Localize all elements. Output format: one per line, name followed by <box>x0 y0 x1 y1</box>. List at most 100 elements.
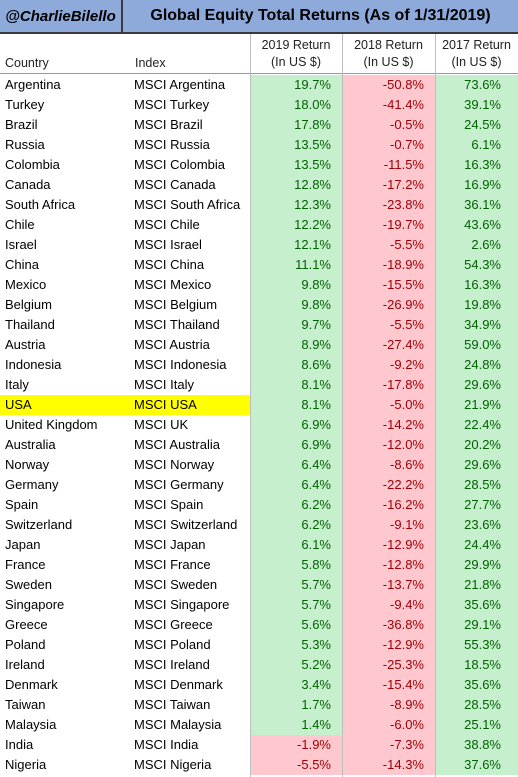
table-row: Poland MSCI Poland 5.3% -12.9% 55.3% <box>0 635 518 655</box>
return-2017-cell: 20.2% <box>435 435 518 455</box>
return-2018-cell: -26.9% <box>342 295 435 315</box>
return-2019-cell: 5.2% <box>250 655 342 675</box>
return-2017-cell: 36.1% <box>435 195 518 215</box>
return-2017-cell: 43.6% <box>435 215 518 235</box>
return-2018-cell: -5.5% <box>342 315 435 335</box>
return-2018-cell: -19.7% <box>342 215 435 235</box>
table-row: Russia MSCI Russia 13.5% -0.7% 6.1% <box>0 135 518 155</box>
table-row: China MSCI China 11.1% -18.9% 54.3% <box>0 255 518 275</box>
return-2018-cell: -12.8% <box>342 555 435 575</box>
return-2018-cell: -9.4% <box>342 595 435 615</box>
index-cell: MSCI Italy <box>134 377 194 392</box>
country-cell: Indonesia <box>5 357 62 372</box>
return-2018-cell: -25.3% <box>342 655 435 675</box>
table-row: Italy MSCI Italy 8.1% -17.8% 29.6% <box>0 375 518 395</box>
table-row: Austria MSCI Austria 8.9% -27.4% 59.0% <box>0 335 518 355</box>
return-2017-cell: 21.8% <box>435 575 518 595</box>
country-cell: Taiwan <box>5 697 46 712</box>
return-2018-cell: -12.9% <box>342 635 435 655</box>
return-2018-cell: -18.9% <box>342 255 435 275</box>
column-header-2019-line1: 2019 Return <box>261 38 331 52</box>
index-cell: MSCI Argentina <box>134 77 226 92</box>
country-cell: Norway <box>5 457 50 472</box>
country-cell: South Africa <box>5 197 76 212</box>
return-2017-cell: 22.4% <box>435 415 518 435</box>
country-cell: Australia <box>5 437 56 452</box>
return-2019-cell: 5.3% <box>250 635 342 655</box>
country-cell: Ireland <box>5 657 45 672</box>
return-2019-cell: 17.8% <box>250 115 342 135</box>
return-2017-cell: 21.9% <box>435 395 518 415</box>
table-row: Singapore MSCI Singapore 5.7% -9.4% 35.6% <box>0 595 518 615</box>
return-2018-cell: -15.5% <box>342 275 435 295</box>
table-row: Australia MSCI Australia 6.9% -12.0% 20.2% <box>0 435 518 455</box>
index-cell: MSCI Mexico <box>134 277 212 292</box>
country-cell: Colombia <box>5 157 60 172</box>
index-cell: MSCI Greece <box>134 617 213 632</box>
index-cell: MSCI Brazil <box>134 117 203 132</box>
country-cell: Denmark <box>5 677 58 692</box>
index-cell: MSCI South Africa <box>134 197 241 212</box>
return-2019-cell: -5.5% <box>250 755 342 775</box>
return-2017-cell: 25.1% <box>435 715 518 735</box>
country-cell: Greece <box>5 617 48 632</box>
column-header-country-label: Country <box>5 56 49 70</box>
table-row: Argentina MSCI Argentina 19.7% -50.8% 73.6% <box>0 75 518 95</box>
index-cell: MSCI Ireland <box>134 657 210 672</box>
column-header-2018-line1: 2018 Return <box>354 38 423 52</box>
index-cell: MSCI Turkey <box>134 97 210 112</box>
index-cell: MSCI Spain <box>134 497 204 512</box>
return-2018-cell: -0.5% <box>342 115 435 135</box>
return-2017-cell: 16.9% <box>435 175 518 195</box>
country-cell: Poland <box>5 637 46 652</box>
index-cell: MSCI Indonesia <box>134 357 227 372</box>
return-2018-cell: -5.0% <box>342 395 435 415</box>
column-header-index: Index <box>130 34 250 74</box>
return-2018-cell: -17.8% <box>342 375 435 395</box>
return-2017-cell: 54.3% <box>435 255 518 275</box>
return-2017-cell: 24.8% <box>435 355 518 375</box>
table-row: Nigeria MSCI Nigeria -5.5% -14.3% 37.6% <box>0 755 518 775</box>
return-2017-cell: 27.7% <box>435 495 518 515</box>
return-2019-cell: 12.8% <box>250 175 342 195</box>
index-cell: MSCI Norway <box>134 457 215 472</box>
country-cell: United Kingdom <box>5 417 98 432</box>
return-2018-cell: -0.7% <box>342 135 435 155</box>
return-2019-cell: 1.4% <box>250 715 342 735</box>
return-2017-cell: 23.6% <box>435 515 518 535</box>
index-cell: MSCI Switzerland <box>134 517 238 532</box>
return-2017-cell: 6.1% <box>435 135 518 155</box>
return-2019-cell: 8.6% <box>250 355 342 375</box>
return-2019-cell: 8.1% <box>250 395 342 415</box>
index-cell: MSCI India <box>134 737 199 752</box>
country-cell: Argentina <box>5 77 61 92</box>
return-2017-cell: 35.6% <box>435 595 518 615</box>
table-row: Canada MSCI Canada 12.8% -17.2% 16.9% <box>0 175 518 195</box>
index-cell: MSCI Israel <box>134 237 202 252</box>
return-2018-cell: -23.8% <box>342 195 435 215</box>
country-cell: Japan <box>5 537 41 552</box>
return-2019-cell: 6.4% <box>250 455 342 475</box>
table-row: Malaysia MSCI Malaysia 1.4% -6.0% 25.1% <box>0 715 518 735</box>
column-header-country: Country <box>0 34 130 74</box>
return-2019-cell: 3.4% <box>250 675 342 695</box>
return-2017-cell: 19.8% <box>435 295 518 315</box>
return-2019-cell: 12.2% <box>250 215 342 235</box>
return-2019-cell: 12.1% <box>250 235 342 255</box>
index-cell: MSCI Canada <box>134 177 216 192</box>
index-cell: MSCI Denmark <box>134 677 223 692</box>
return-2018-cell: -41.4% <box>342 95 435 115</box>
return-2018-cell: -13.7% <box>342 575 435 595</box>
table-row: Indonesia MSCI Indonesia 8.6% -9.2% 24.8% <box>0 355 518 375</box>
table-row: South Africa MSCI South Africa 12.3% -23.8%… <box>0 195 518 215</box>
return-2018-cell: -9.2% <box>342 355 435 375</box>
country-cell: Turkey <box>5 97 45 112</box>
table-row: Thailand MSCI Thailand 9.7% -5.5% 34.9% <box>0 315 518 335</box>
country-cell: Russia <box>5 137 45 152</box>
return-2017-cell: 28.5% <box>435 695 518 715</box>
country-cell: USA <box>0 395 130 415</box>
return-2017-cell: 73.6% <box>435 75 518 95</box>
country-cell: Malaysia <box>5 717 57 732</box>
table-row: Switzerland MSCI Switzerland 6.2% -9.1% 23.6… <box>0 515 518 535</box>
column-header-index-label: Index <box>135 56 166 70</box>
